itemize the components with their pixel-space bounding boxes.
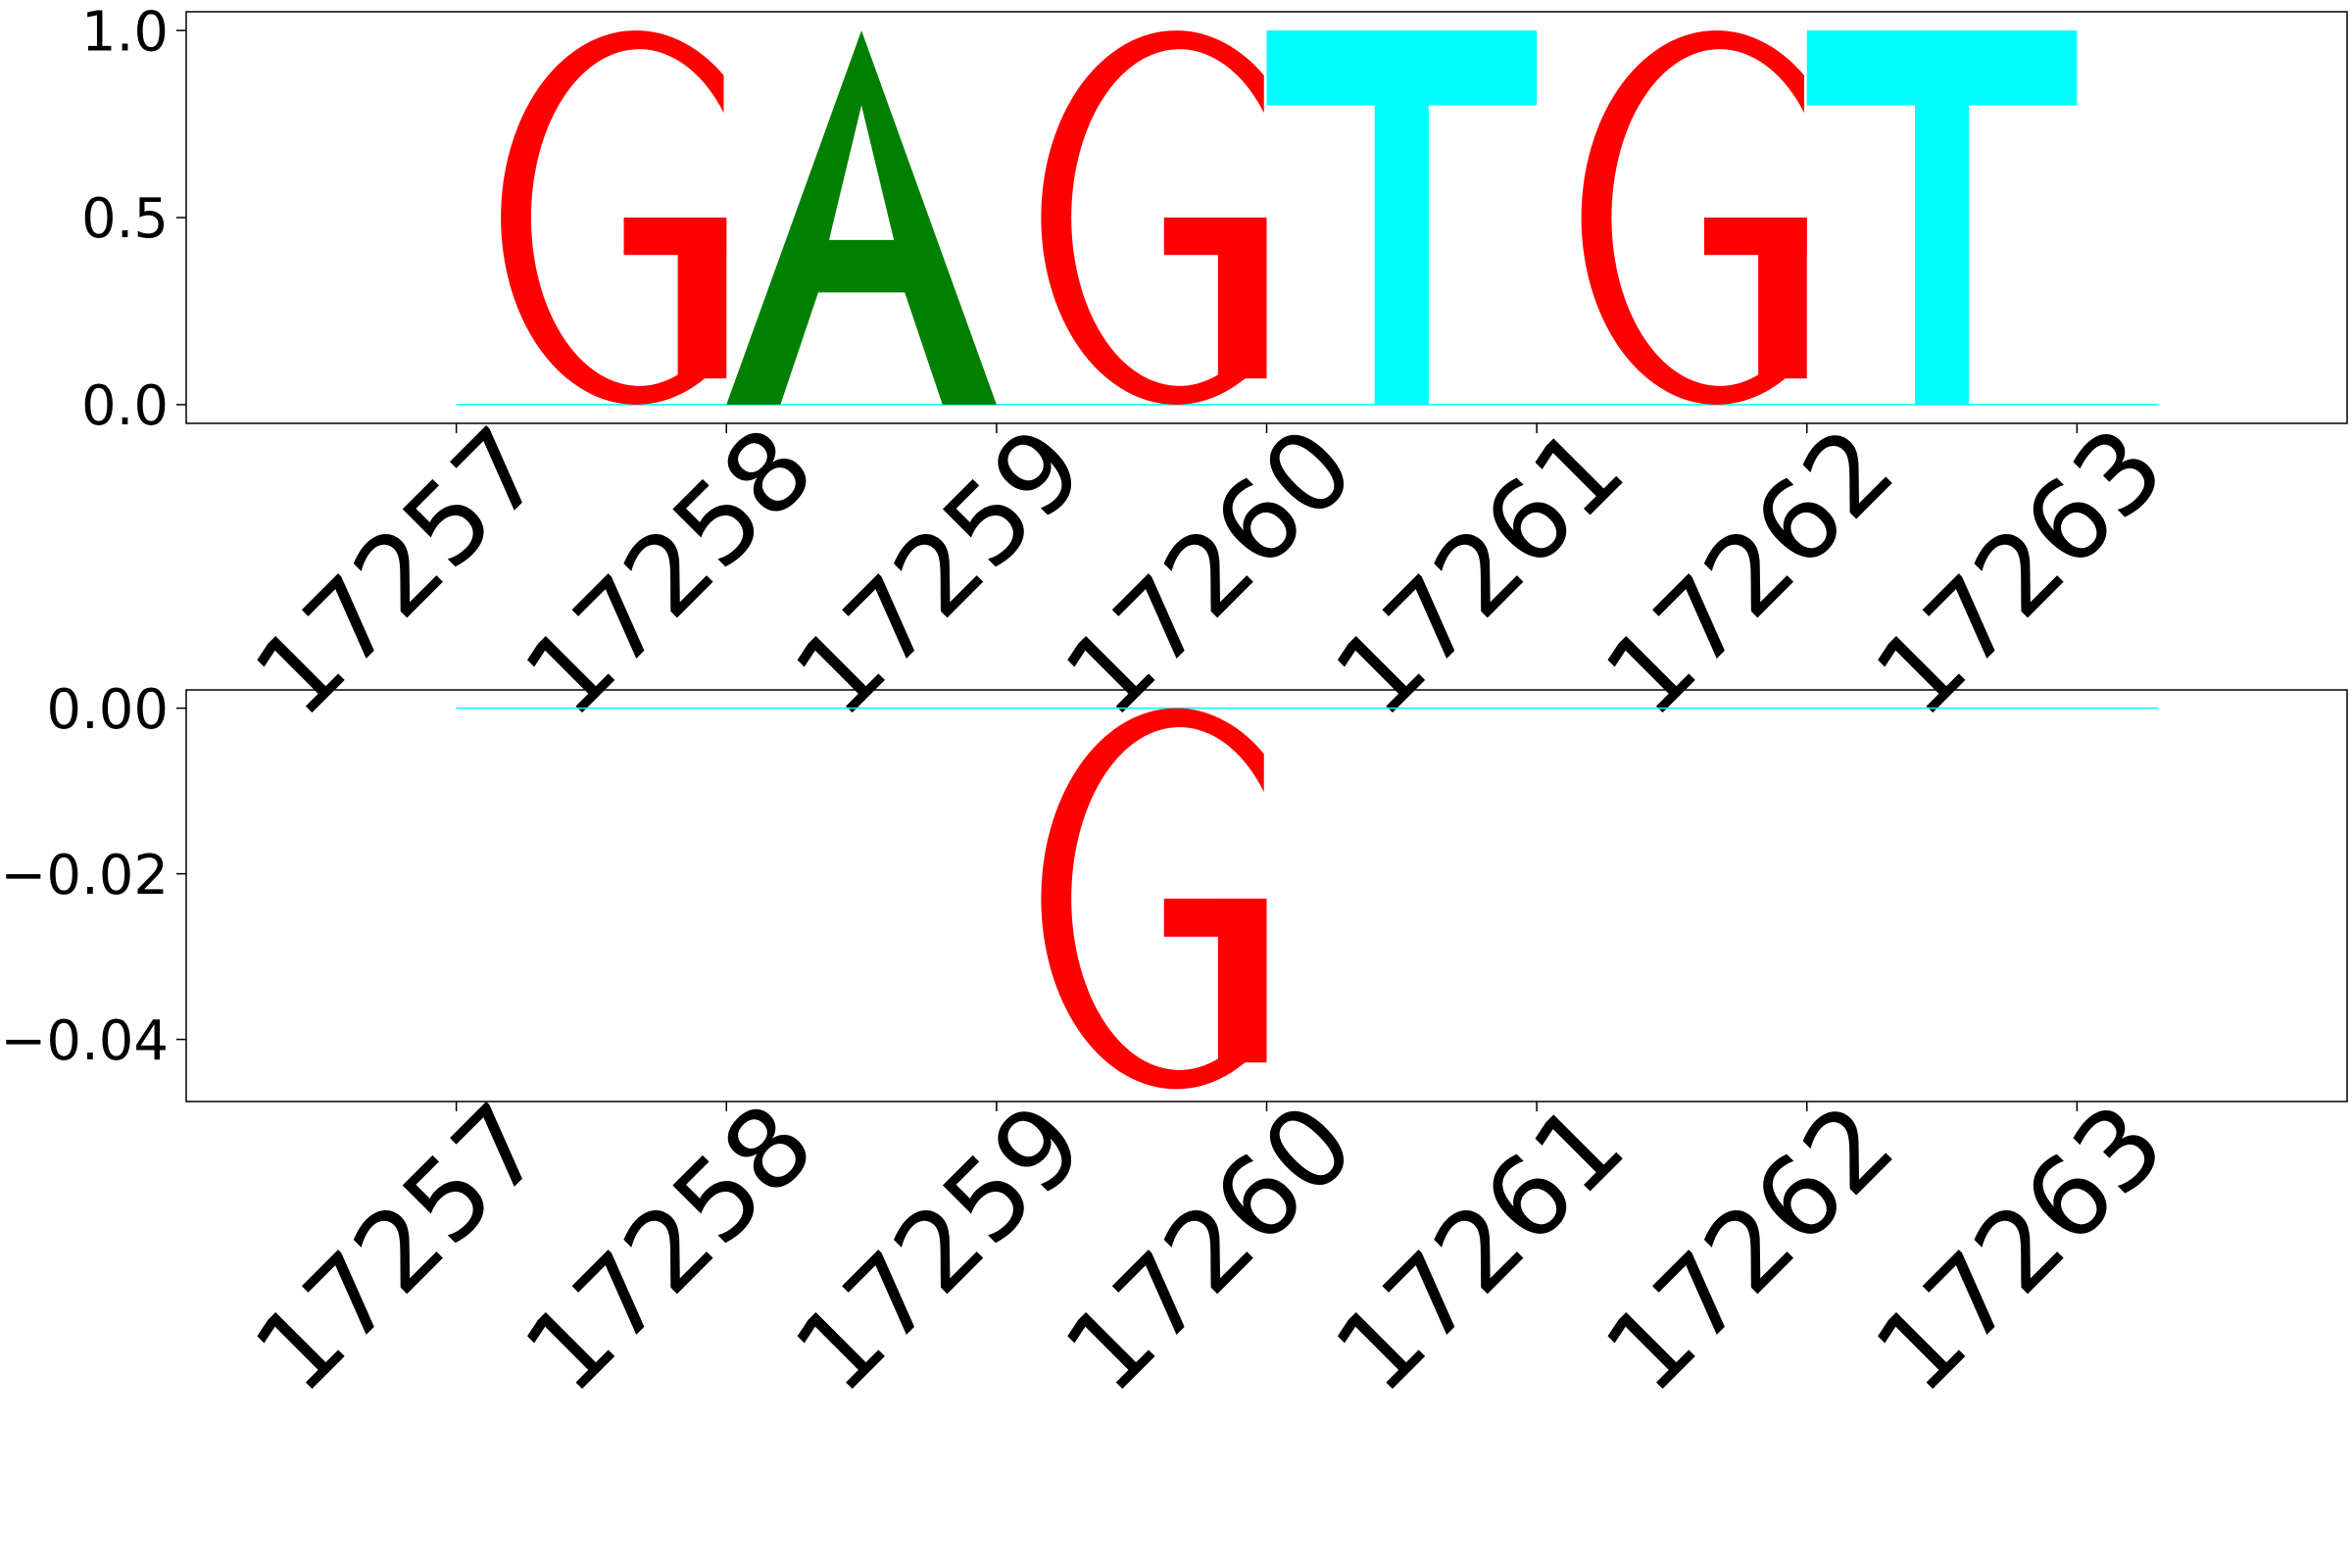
logo-letter-G (1041, 708, 1267, 1090)
x-tick-label: 17263 (1852, 1080, 2189, 1417)
logo-letter-G (1041, 30, 1267, 405)
logo-letter-G (501, 30, 727, 405)
y-tick-label: 1.0 (81, 0, 169, 64)
x-tick-label: 17258 (501, 1080, 838, 1417)
logo-letter-A (726, 30, 997, 405)
logo-letter-T (1266, 30, 1538, 405)
x-tick-label: 17260 (1042, 1080, 1379, 1417)
logo-letter-G (1581, 30, 1807, 405)
y-tick-label: −0.04 (0, 1009, 169, 1073)
logo-panel-2: 0.00−0.02−0.0417257172581725917260172611… (0, 678, 2348, 1417)
y-tick-label: 0.5 (81, 187, 169, 251)
y-tick-label: 0.0 (81, 374, 169, 438)
logo-panel-1: 0.00.51.01725717258172591726017261172621… (81, 0, 2348, 741)
y-tick-label: 0.00 (46, 678, 169, 742)
x-tick-label: 17259 (771, 1080, 1108, 1417)
y-tick-label: −0.02 (0, 844, 169, 907)
x-tick-label: 17257 (231, 1080, 568, 1417)
x-tick-label: 17261 (1311, 1080, 1648, 1417)
x-tick-label: 17262 (1582, 1080, 1919, 1417)
logo-letter-T (1806, 30, 2078, 405)
